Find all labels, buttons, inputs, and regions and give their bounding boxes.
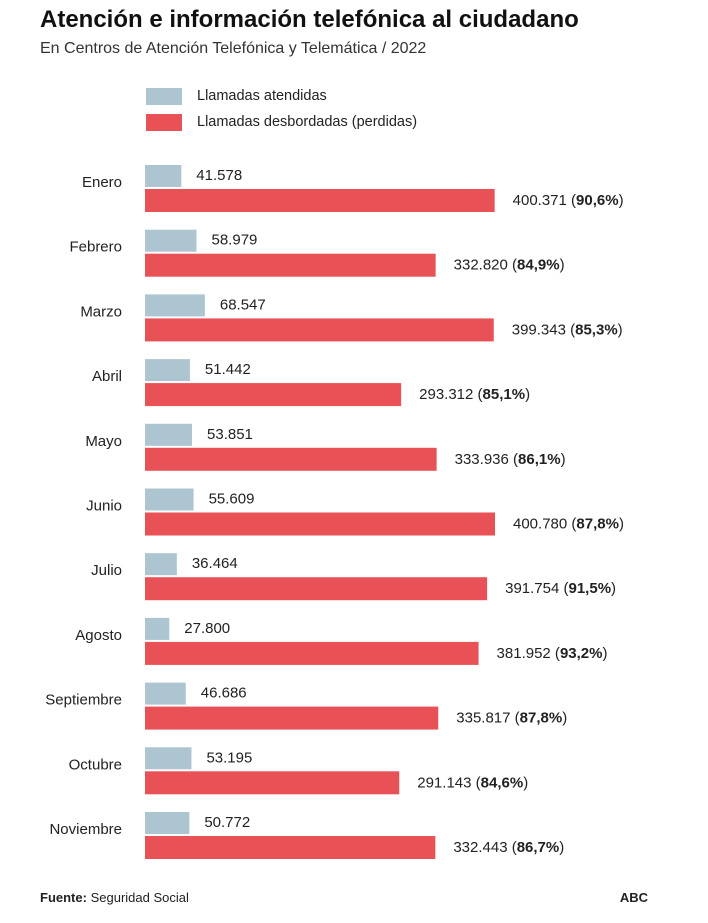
bar-desbordadas-marzo <box>145 318 494 342</box>
category-label-abril: Abril <box>92 368 122 385</box>
bar-atendidas-abril <box>145 359 190 382</box>
bar-atendidas-noviembre <box>145 812 190 834</box>
bar-desbordadas-abril <box>145 383 402 407</box>
value-label-desbordadas-enero: 400.371 (90,6%) <box>513 192 624 209</box>
value-label-atendidas-marzo: 68.547 <box>220 296 266 313</box>
value-label-atendidas-noviembre: 50.772 <box>204 814 250 831</box>
category-label-enero: Enero <box>82 174 122 191</box>
bar-desbordadas-mayo <box>145 447 437 471</box>
bar-atendidas-mayo <box>145 423 193 446</box>
bar-atendidas-agosto <box>145 617 170 640</box>
value-label-atendidas-octubre: 53.195 <box>206 749 252 766</box>
value-label-atendidas-agosto: 27.800 <box>184 620 230 637</box>
value-label-desbordadas-agosto: 381.952 (93,2%) <box>497 645 608 662</box>
legend-label-atendidas: Llamadas atendidas <box>197 88 327 104</box>
value-label-desbordadas-mayo: 333.936 (86,1%) <box>455 451 566 468</box>
source-value: Seguridad Social <box>90 890 189 905</box>
bar-desbordadas-enero <box>145 189 495 212</box>
value-label-atendidas-julio: 36.464 <box>192 555 238 572</box>
legend-swatch-desbordadas <box>146 113 182 131</box>
category-label-octubre: Octubre <box>69 756 122 773</box>
value-label-atendidas-abril: 51.442 <box>205 361 251 378</box>
value-label-desbordadas-octubre: 291.143 (84,6%) <box>417 774 528 791</box>
value-label-atendidas-mayo: 53.851 <box>207 426 253 443</box>
bar-desbordadas-febrero <box>145 253 436 277</box>
source-label: Fuente: <box>40 890 87 905</box>
bar-desbordadas-octubre <box>145 771 400 795</box>
value-label-atendidas-septiembre: 46.686 <box>201 685 247 702</box>
bar-atendidas-septiembre <box>145 682 186 705</box>
category-label-noviembre: Noviembre <box>49 821 122 838</box>
category-label-julio: Julio <box>91 562 122 579</box>
value-label-desbordadas-septiembre: 335.817 (87,8%) <box>456 710 567 727</box>
legend-swatch-atendidas <box>146 87 182 105</box>
category-label-febrero: Febrero <box>69 239 122 256</box>
category-label-marzo: Marzo <box>80 303 122 320</box>
legend-item-desbordadas: Llamadas desbordadas (perdidas) <box>146 113 417 131</box>
value-label-atendidas-febrero: 58.979 <box>212 232 258 249</box>
value-label-desbordadas-noviembre: 332.443 (86,7%) <box>453 839 564 856</box>
category-label-junio: Junio <box>86 498 122 515</box>
category-label-septiembre: Septiembre <box>45 692 122 709</box>
value-label-desbordadas-junio: 400.780 (87,8%) <box>513 516 624 533</box>
legend-item-atendidas: Llamadas atendidas <box>146 87 327 105</box>
bar-desbordadas-agosto <box>145 641 479 665</box>
source-note: Fuente: Seguridad Social <box>40 890 189 905</box>
brand-logo: ABC <box>619 890 648 905</box>
bar-atendidas-junio <box>145 488 194 511</box>
value-label-desbordadas-marzo: 399.343 (85,3%) <box>512 321 623 338</box>
bar-atendidas-marzo <box>145 294 205 317</box>
bar-desbordadas-julio <box>145 577 488 601</box>
value-label-desbordadas-abril: 293.312 (85,1%) <box>419 386 530 403</box>
bar-atendidas-enero <box>145 165 182 187</box>
bar-desbordadas-septiembre <box>145 706 439 730</box>
category-label-mayo: Mayo <box>85 433 122 450</box>
category-label-agosto: Agosto <box>75 627 122 644</box>
value-label-atendidas-enero: 41.578 <box>196 167 242 184</box>
bar-desbordadas-junio <box>145 512 495 536</box>
bar-atendidas-febrero <box>145 229 197 252</box>
legend-label-desbordadas: Llamadas desbordadas (perdidas) <box>197 114 418 130</box>
bar-atendidas-julio <box>145 553 177 576</box>
bar-atendidas-octubre <box>145 747 192 770</box>
chart-title: Atención e información telefónica al ciu… <box>40 6 579 33</box>
bar-desbordadas-noviembre <box>145 836 436 859</box>
value-label-desbordadas-febrero: 332.820 (84,9%) <box>454 257 565 274</box>
value-label-atendidas-junio: 55.609 <box>209 491 255 508</box>
chart-subtitle: En Centros de Atención Telefónica y Tele… <box>40 40 427 57</box>
value-label-desbordadas-julio: 391.754 (91,5%) <box>505 580 616 597</box>
